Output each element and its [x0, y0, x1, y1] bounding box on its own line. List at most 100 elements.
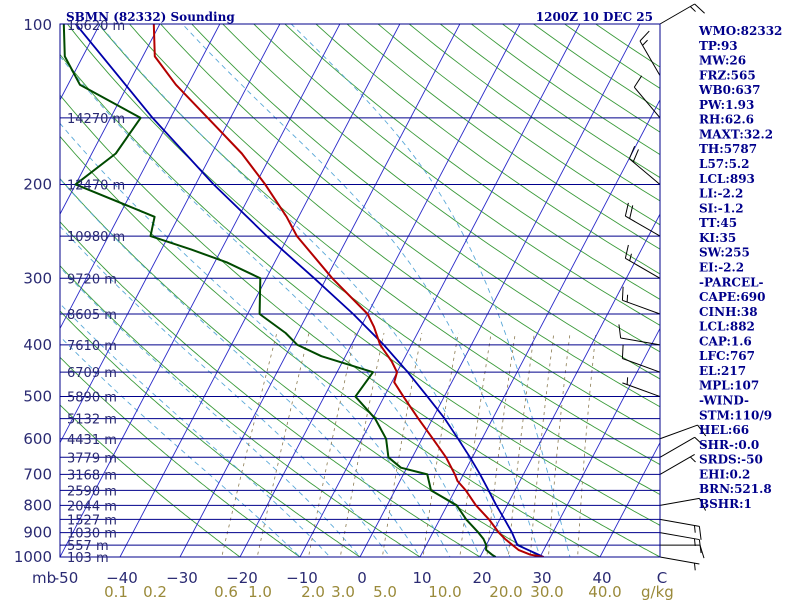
wind-barb: [659, 3, 705, 25]
height-label: 14270 m: [67, 112, 125, 127]
wind-barb-flag: [697, 424, 707, 437]
pressure-label: 900: [23, 524, 52, 542]
sounding-index: FRZ:565: [699, 68, 756, 82]
wind-barb-shaft: [659, 454, 695, 475]
height-label: 7610 m: [67, 339, 117, 354]
sounding-profiles: [62, 24, 544, 557]
mixing-ratio-label: 0.6: [214, 583, 238, 600]
sounding-index: EL:217: [699, 364, 746, 378]
sounding-index: BSHR:1: [699, 497, 752, 511]
sounding-index: HEL:66: [699, 423, 749, 437]
sounding-index: L57:5.2: [699, 157, 749, 171]
wind-barb: [659, 518, 702, 540]
dry-adiabat-line: [60, 221, 481, 557]
mixing-ratio-label: 5.0: [373, 583, 397, 600]
station-title: SBMN (82332) Sounding: [66, 10, 235, 24]
wind-barb-flag: [618, 324, 622, 339]
sounding-index: LI:-2.2: [699, 187, 743, 201]
mixing-ratio-unit: g/kg: [641, 583, 674, 600]
sounding-index: MW:26: [699, 54, 746, 68]
mixing-ratio-label: 0.1: [104, 583, 128, 600]
sounding-index: LCL:882: [699, 320, 755, 334]
wind-barb: [622, 377, 661, 398]
wind-barb: [624, 202, 661, 237]
moist-adiabat-line: [60, 225, 391, 557]
wind-barb-flag: [694, 3, 705, 14]
dry-adiabat-line: [128, 24, 660, 436]
wind-barb-flag: [632, 149, 639, 163]
sounding-index: LCL:893: [699, 172, 755, 186]
temperature-tick-label: −20: [226, 569, 258, 587]
isotherm-line: [60, 24, 281, 444]
wind-barb-flag: [624, 202, 629, 217]
dry-adiabat-line: [60, 53, 660, 526]
pressure-unit-label: mb: [32, 569, 56, 587]
wind-barb-shaft: [633, 86, 661, 119]
temperature-tick-label: −40: [106, 569, 138, 587]
moist-adiabat-line: [181, 24, 541, 557]
dewpoint-line: [62, 24, 497, 557]
wind-barb-half-flag: [629, 253, 632, 261]
mixing-ratio-label: 30.0: [530, 583, 563, 600]
sounding-index: LFC:767: [699, 349, 755, 363]
pressure-label: 100: [23, 16, 52, 34]
temperature-tick-label: 10: [412, 569, 431, 587]
mixing-ratio-label: 0.2: [143, 583, 167, 600]
pressure-label: 600: [23, 430, 52, 448]
mixing-ratio-line: [529, 332, 555, 557]
pressure-label: 700: [23, 465, 52, 483]
sounding-index: STM:110/9: [699, 408, 772, 422]
sounding-index: SI:-1.2: [699, 201, 744, 215]
mixing-ratio-label: 1.0: [248, 583, 272, 600]
height-label: 5132 m: [67, 413, 117, 428]
height-label: 557 m: [67, 539, 109, 554]
mixing-ratio-label: 2.0: [301, 583, 325, 600]
wind-barb-shaft: [659, 518, 700, 527]
pressure-label: 800: [23, 496, 52, 514]
sounding-index: MAXT:32.2: [699, 127, 773, 141]
sounding-index: EHI:0.2: [699, 467, 750, 481]
parcel-trace-line: [75, 24, 544, 557]
height-label: 5890 m: [67, 391, 117, 406]
wind-barb: [639, 30, 661, 76]
dry-adiabat-line: [97, 24, 660, 466]
sounding-index: -PARCEL-: [699, 275, 764, 289]
wind-barb-shaft: [620, 337, 661, 346]
wind-barb-shaft: [659, 497, 700, 506]
temperature-tick-label: 40: [592, 569, 611, 587]
sounding-index: WB0:637: [698, 83, 760, 97]
moist-adiabat-line: [60, 178, 421, 557]
plot-frame: [59, 23, 661, 558]
wind-barb: [659, 497, 707, 511]
wind-barb-flag: [639, 30, 650, 42]
mixing-ratio-label: 10.0: [428, 583, 461, 600]
dry-adiabat-line: [222, 24, 660, 353]
wind-barb-shaft: [659, 532, 700, 541]
wind-barb-shaft: [622, 358, 661, 373]
dry-adiabat-line: [284, 24, 660, 300]
isotherm-line: [599, 441, 660, 557]
pressure-label: 300: [23, 269, 52, 287]
height-label: 2590 m: [67, 484, 117, 499]
pressure-label: 1000: [14, 548, 52, 566]
wind-barb: [659, 424, 707, 440]
wind-barb-flag: [698, 526, 702, 540]
wind-barb-flag: [621, 286, 624, 301]
wind-barb-shaft: [629, 158, 661, 185]
temperature-line: [152, 24, 544, 557]
temperature-tick-label: C: [657, 569, 667, 587]
height-label: 10980 m: [67, 230, 125, 245]
mixing-ratio-label: 20.0: [489, 583, 522, 600]
dry-adiabat-line: [315, 24, 660, 275]
dry-adiabat-line: [60, 356, 301, 557]
sounding-index: MPL:107: [699, 379, 759, 393]
mixing-ratio-line: [256, 332, 310, 557]
height-label: 2044 m: [67, 499, 117, 514]
isotherm-line: [60, 24, 221, 330]
temperature-tick-label: 20: [472, 569, 491, 587]
sounding-index: KI:35: [699, 231, 736, 245]
wind-barb: [633, 75, 661, 119]
sounding-index: EI:-2.2: [699, 260, 744, 274]
